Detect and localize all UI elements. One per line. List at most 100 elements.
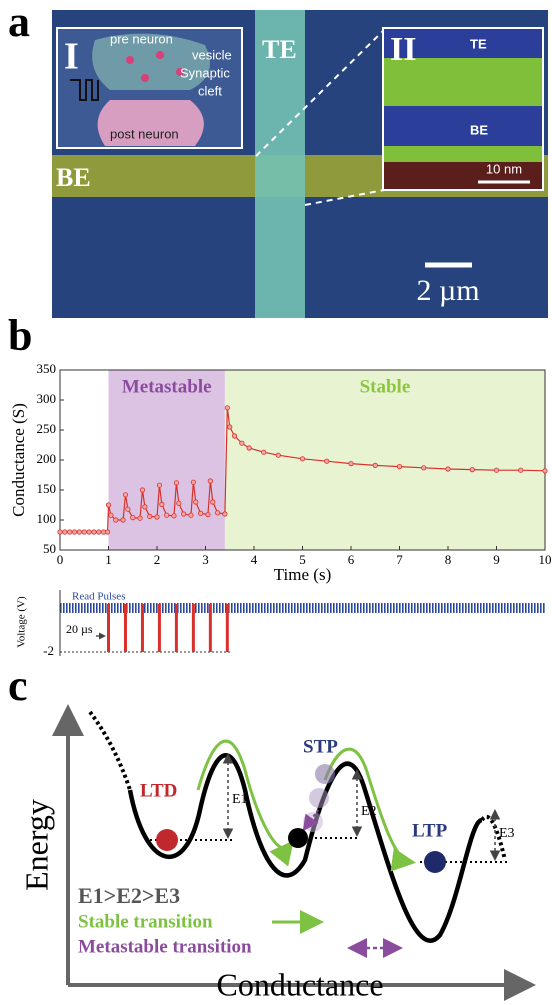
data-point [227,424,233,430]
data-point [324,458,330,464]
data-point [139,487,146,493]
data-point [130,514,136,521]
x-tick-label: 3 [202,552,209,567]
region-label: Stable [360,376,411,397]
layer [384,58,542,106]
data-point [348,460,354,467]
x-tick-label: 6 [348,552,355,567]
inset-label: I [64,36,79,78]
panel-label: c [8,661,28,710]
conductance-chart: Metastable Stable 50 100 150 200 250 300 350 0 1 2 3… [9,361,552,584]
data-point [215,510,221,516]
data-point [76,529,83,535]
data-point [207,478,213,484]
y-tick-label: 150 [37,481,57,496]
data-point [493,467,500,473]
data-point [372,462,378,468]
layer [384,146,542,162]
state-label: STP [303,736,338,757]
data-point [193,499,199,505]
annotation: BE [470,122,488,137]
energy-label: E3 [499,826,515,841]
y-tick-label: 350 [37,361,57,376]
x-tick-label: 1 [105,552,112,567]
te-label: TE [262,35,297,64]
data-point [222,511,228,517]
data-point [181,511,187,517]
y-axis-title: Conductance (S) [9,403,28,517]
data-point [239,440,245,446]
voltage-chart: -2 Voltage (V) Read Pulses 20 µs [16,590,545,658]
data-point [190,479,196,485]
data-point [91,529,97,535]
data-point [120,517,126,523]
data-point [113,517,119,523]
data-point [156,482,163,488]
data-point [542,468,548,474]
y-tick-label: 50 [43,541,56,556]
data-point [421,465,427,471]
data-point [81,529,87,535]
inset-label: II [390,31,416,68]
data-point [147,513,153,520]
read-pulses [60,603,545,613]
data-point [122,492,129,498]
x-tick-label: 8 [445,552,452,567]
data-point [104,529,111,535]
energy-diagram: LTD STP LTP E1 E2 E3 E1>E2>E3 Stable tra… [18,704,536,1002]
x-tick-label: 9 [493,552,500,567]
x-axis-title: Time (s) [274,565,331,584]
energy-curve [127,753,484,943]
state-label: LTD [140,780,177,801]
axis-title: Energy [18,799,54,891]
data-point [210,499,216,505]
y-axis-title: Voltage (V) [16,596,28,648]
data-point [188,512,194,518]
data-point [86,529,92,535]
region [108,370,225,550]
region-label: Metastable [122,376,212,397]
data-point [176,500,182,506]
annotation: pre neuron [110,31,173,46]
zoom-line [255,29,385,157]
data-point [198,510,204,517]
be-label: BE [56,163,91,192]
data-point [137,515,143,521]
panel-label: a [8,0,30,46]
data-point [396,463,403,470]
data-point [164,512,170,518]
data-point [142,504,148,510]
y-tick-label: 300 [37,391,57,406]
x-tick-label: 7 [396,552,403,567]
x-tick-label: 0 [57,552,64,567]
y-tick-label: 250 [37,421,57,436]
x-tick-label: 10 [539,552,552,567]
data-point [57,529,63,535]
data-point [71,529,78,535]
data-point [299,456,306,462]
annotation: cleft [198,83,222,98]
annotation: Synaptic [180,65,230,80]
legend-text: Stable transition [78,911,213,932]
data-point [105,502,112,508]
annotation: post neuron [110,126,179,141]
annotation: Read Pulses [72,591,125,603]
data-point [518,467,524,473]
data-point [67,529,73,535]
data-point [171,513,177,519]
data-point [261,449,267,455]
data-point [108,512,114,518]
data-point [154,514,160,520]
data-point [275,452,281,458]
post-neuron [97,100,204,146]
layer [384,162,542,189]
data-point [173,480,179,486]
data-point [96,529,102,535]
data-point [125,506,131,512]
zoom-line [304,189,385,206]
region [224,370,545,550]
energy-label: E1 [232,792,248,807]
y-tick-label: -2 [43,643,54,658]
panel-label: b [8,311,32,360]
